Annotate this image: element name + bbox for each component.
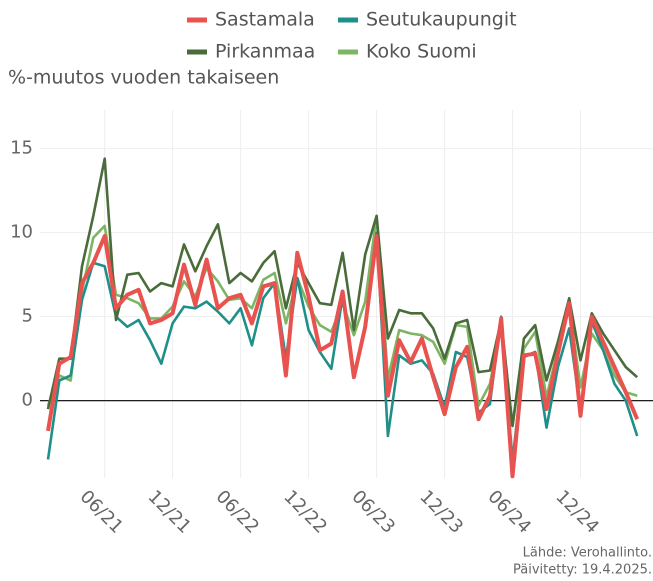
x-tick-label: 06/22 [212, 486, 264, 538]
y-axis-label: %-muutos vuoden takaiseen [8, 67, 279, 89]
legend-label: Koko Suomi [366, 41, 477, 63]
x-tick-label: 12/21 [144, 486, 196, 538]
updated: Päivitetty: 19.4.2025. [513, 563, 652, 578]
legend-label: Sastamala [215, 9, 315, 31]
y-tick-label: 0 [22, 390, 33, 411]
legend-label: Pirkanmaa [215, 41, 315, 63]
series-line [46, 157, 639, 428]
series-line [46, 231, 639, 463]
series-line [46, 234, 640, 479]
legend-label: Seutukaupungit [366, 9, 517, 31]
x-tick-label: 06/23 [347, 486, 399, 538]
x-tick-label: 06/21 [76, 486, 128, 538]
y-tick-label: 5 [22, 306, 33, 327]
x-tick-label: 12/23 [415, 486, 467, 538]
y-tick-label: 15 [10, 138, 33, 159]
x-tick-label: 06/24 [483, 486, 535, 538]
x-tick-label: 12/24 [551, 486, 603, 538]
x-tick-label: 12/22 [280, 486, 332, 538]
y-tick-label: 10 [10, 222, 33, 243]
source: Lähde: Verohallinto. [523, 546, 652, 561]
